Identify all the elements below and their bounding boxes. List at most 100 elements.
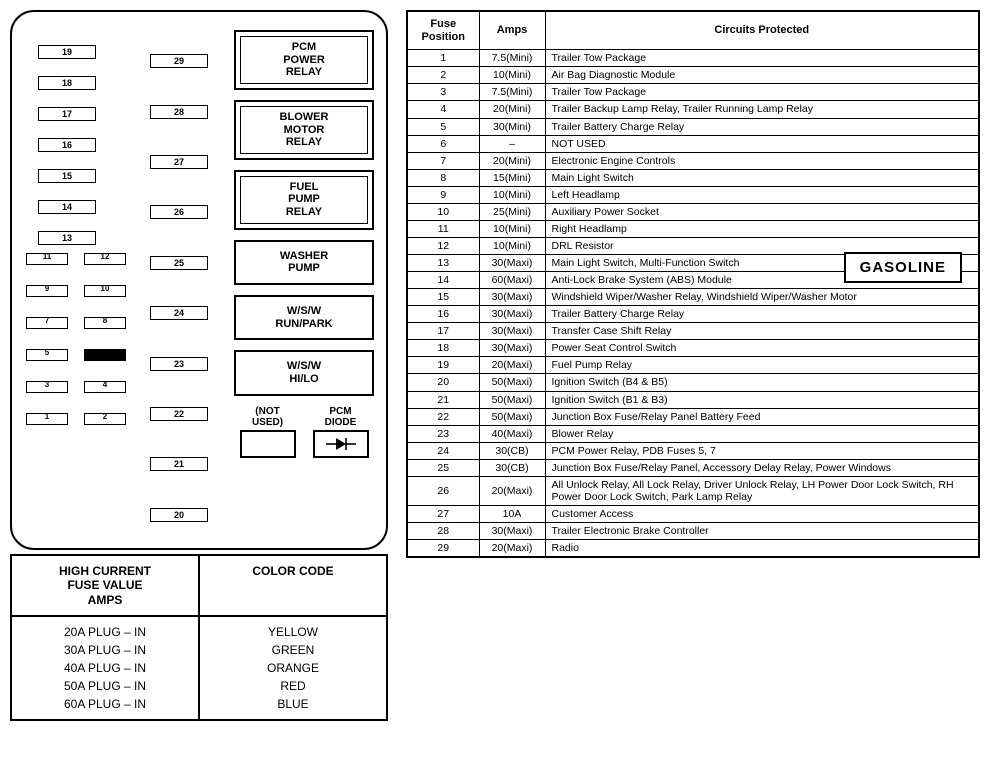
cell-pos: 28: [407, 523, 479, 540]
cell-pos: 13: [407, 255, 479, 272]
cc-color-col: YELLOWGREENORANGEREDBLUE: [200, 617, 386, 719]
th-amps: Amps: [479, 11, 545, 50]
cell-pos: 7: [407, 152, 479, 169]
table-row: 210(Mini)Air Bag Diagnostic Module: [407, 67, 979, 84]
fuse-circuits-table: FusePosition Amps Circuits Protected 17.…: [406, 10, 980, 558]
table-row: 2530(CB)Junction Box Fuse/Relay Panel, A…: [407, 459, 979, 476]
cell-pos: 4: [407, 101, 479, 118]
table-row: 1630(Maxi)Trailer Battery Charge Relay: [407, 306, 979, 323]
cell-amps: 7.5(Mini): [479, 84, 545, 101]
table-row: 530(Mini)Trailer Battery Charge Relay: [407, 118, 979, 135]
table-row: 2920(Maxi)Radio: [407, 540, 979, 558]
table-row: 1110(Mini)Right Headlamp: [407, 220, 979, 237]
fuse-slot-27: 27: [134, 137, 234, 187]
page-wrap: 19181716151413 111291078563412 292827262…: [10, 10, 990, 721]
maxi-fuse-9: 9: [22, 285, 72, 313]
cell-amps: 10(Mini): [479, 186, 545, 203]
cell-circuit: Customer Access: [545, 505, 979, 522]
cell-amps: 7.5(Mini): [479, 50, 545, 67]
fuse-slot-15: 15: [22, 160, 134, 191]
cell-circuit: Trailer Battery Charge Relay: [545, 306, 979, 323]
cell-amps: 10(Mini): [479, 237, 545, 254]
maxi-fuse-10: 10: [80, 285, 130, 313]
cell-circuit: NOT USED: [545, 135, 979, 152]
color-code-table: HIGH CURRENTFUSE VALUEAMPS COLOR CODE 20…: [10, 554, 388, 721]
cell-pos: 6: [407, 135, 479, 152]
cell-circuit: Blower Relay: [545, 425, 979, 442]
fuse-slot-16: 16: [22, 129, 134, 160]
cell-amps: 20(Maxi): [479, 357, 545, 374]
cell-amps: 30(CB): [479, 459, 545, 476]
cell-amps: 30(Maxi): [479, 323, 545, 340]
fuse-slot-18: 18: [22, 67, 134, 98]
maxi-fuse-grid: 111291078563412: [22, 253, 134, 441]
cell-circuit: Trailer Battery Charge Relay: [545, 118, 979, 135]
cell-amps: 50(Maxi): [479, 408, 545, 425]
gasoline-badge: GASOLINE: [844, 252, 962, 283]
fuse-column-a: 19181716151413 111291078563412: [22, 30, 134, 534]
cell-pos: 11: [407, 220, 479, 237]
maxi-fuse-8: 8: [80, 317, 130, 345]
cell-amps: 20(Mini): [479, 101, 545, 118]
cell-pos: 19: [407, 357, 479, 374]
cell-pos: 24: [407, 442, 479, 459]
cell-pos: 29: [407, 540, 479, 558]
maxi-fuse-3: 3: [22, 381, 72, 409]
maxi-fuse-12: 12: [80, 253, 130, 281]
fuse-slot-28: 28: [134, 86, 234, 136]
relay-column: PCMPOWERRELAYBLOWERMOTORRELAYFUELPUMPREL…: [234, 30, 374, 534]
table-row: 2250(Maxi)Junction Box Fuse/Relay Panel …: [407, 408, 979, 425]
table-row: 1830(Maxi)Power Seat Control Switch: [407, 340, 979, 357]
relay-5: W/S/WHI/LO: [234, 350, 374, 395]
cell-circuit: Junction Box Fuse/Relay Panel Battery Fe…: [545, 408, 979, 425]
cell-amps: 15(Mini): [479, 169, 545, 186]
cell-amps: 30(Maxi): [479, 523, 545, 540]
cell-pos: 21: [407, 391, 479, 408]
cell-pos: 12: [407, 237, 479, 254]
fuse-slot-13: 13: [22, 222, 134, 253]
maxi-fuse-2: 2: [80, 413, 130, 441]
cell-pos: 20: [407, 374, 479, 391]
fuse-slot-26: 26: [134, 187, 234, 237]
cell-amps: 30(Mini): [479, 118, 545, 135]
table-row: 17.5(Mini)Trailer Tow Package: [407, 50, 979, 67]
cell-pos: 2: [407, 67, 479, 84]
fuse-slot-14: 14: [22, 191, 134, 222]
cell-pos: 18: [407, 340, 479, 357]
cell-circuit: Trailer Tow Package: [545, 50, 979, 67]
cell-amps: 40(Maxi): [479, 425, 545, 442]
relay-4: W/S/WRUN/PARK: [234, 295, 374, 340]
pcm-diode-label: PCMDIODE: [307, 406, 374, 428]
cell-amps: 10(Mini): [479, 67, 545, 84]
table-row: 37.5(Mini)Trailer Tow Package: [407, 84, 979, 101]
cell-circuit: Transfer Case Shift Relay: [545, 323, 979, 340]
diode-row: (NOTUSED) PCMDIODE: [234, 406, 374, 458]
cell-pos: 15: [407, 289, 479, 306]
cell-pos: 16: [407, 306, 479, 323]
fuse-slot-24: 24: [134, 288, 234, 338]
relay-3: WASHERPUMP: [234, 240, 374, 285]
cell-circuit: Trailer Backup Lamp Relay, Trailer Runni…: [545, 101, 979, 118]
cell-pos: 14: [407, 272, 479, 289]
fusebox-diagram: 19181716151413 111291078563412 292827262…: [10, 10, 388, 550]
table-row: 815(Mini)Main Light Switch: [407, 169, 979, 186]
table-row: 2050(Maxi)Ignition Switch (B4 & B5): [407, 374, 979, 391]
cell-circuit: Fuel Pump Relay: [545, 357, 979, 374]
cell-circuit: Auxiliary Power Socket: [545, 203, 979, 220]
table-row: 2710ACustomer Access: [407, 505, 979, 522]
cc-head-amps: HIGH CURRENTFUSE VALUEAMPS: [12, 556, 200, 615]
table-row: 420(Mini)Trailer Backup Lamp Relay, Trai…: [407, 101, 979, 118]
fuse-slot-20: 20: [134, 490, 234, 540]
cell-amps: 60(Maxi): [479, 272, 545, 289]
fuse-slot-17: 17: [22, 98, 134, 129]
fuse-slot-23: 23: [134, 338, 234, 388]
cell-circuit: Ignition Switch (B1 & B3): [545, 391, 979, 408]
cell-amps: 30(Maxi): [479, 289, 545, 306]
cell-pos: 25: [407, 459, 479, 476]
cell-amps: 10A: [479, 505, 545, 522]
table-row: 720(Mini)Electronic Engine Controls: [407, 152, 979, 169]
fuse-slot-29: 29: [134, 36, 234, 86]
th-position: FusePosition: [407, 11, 479, 50]
maxi-fuse-5: 5: [22, 349, 72, 377]
not-used-label: (NOTUSED): [234, 406, 301, 428]
